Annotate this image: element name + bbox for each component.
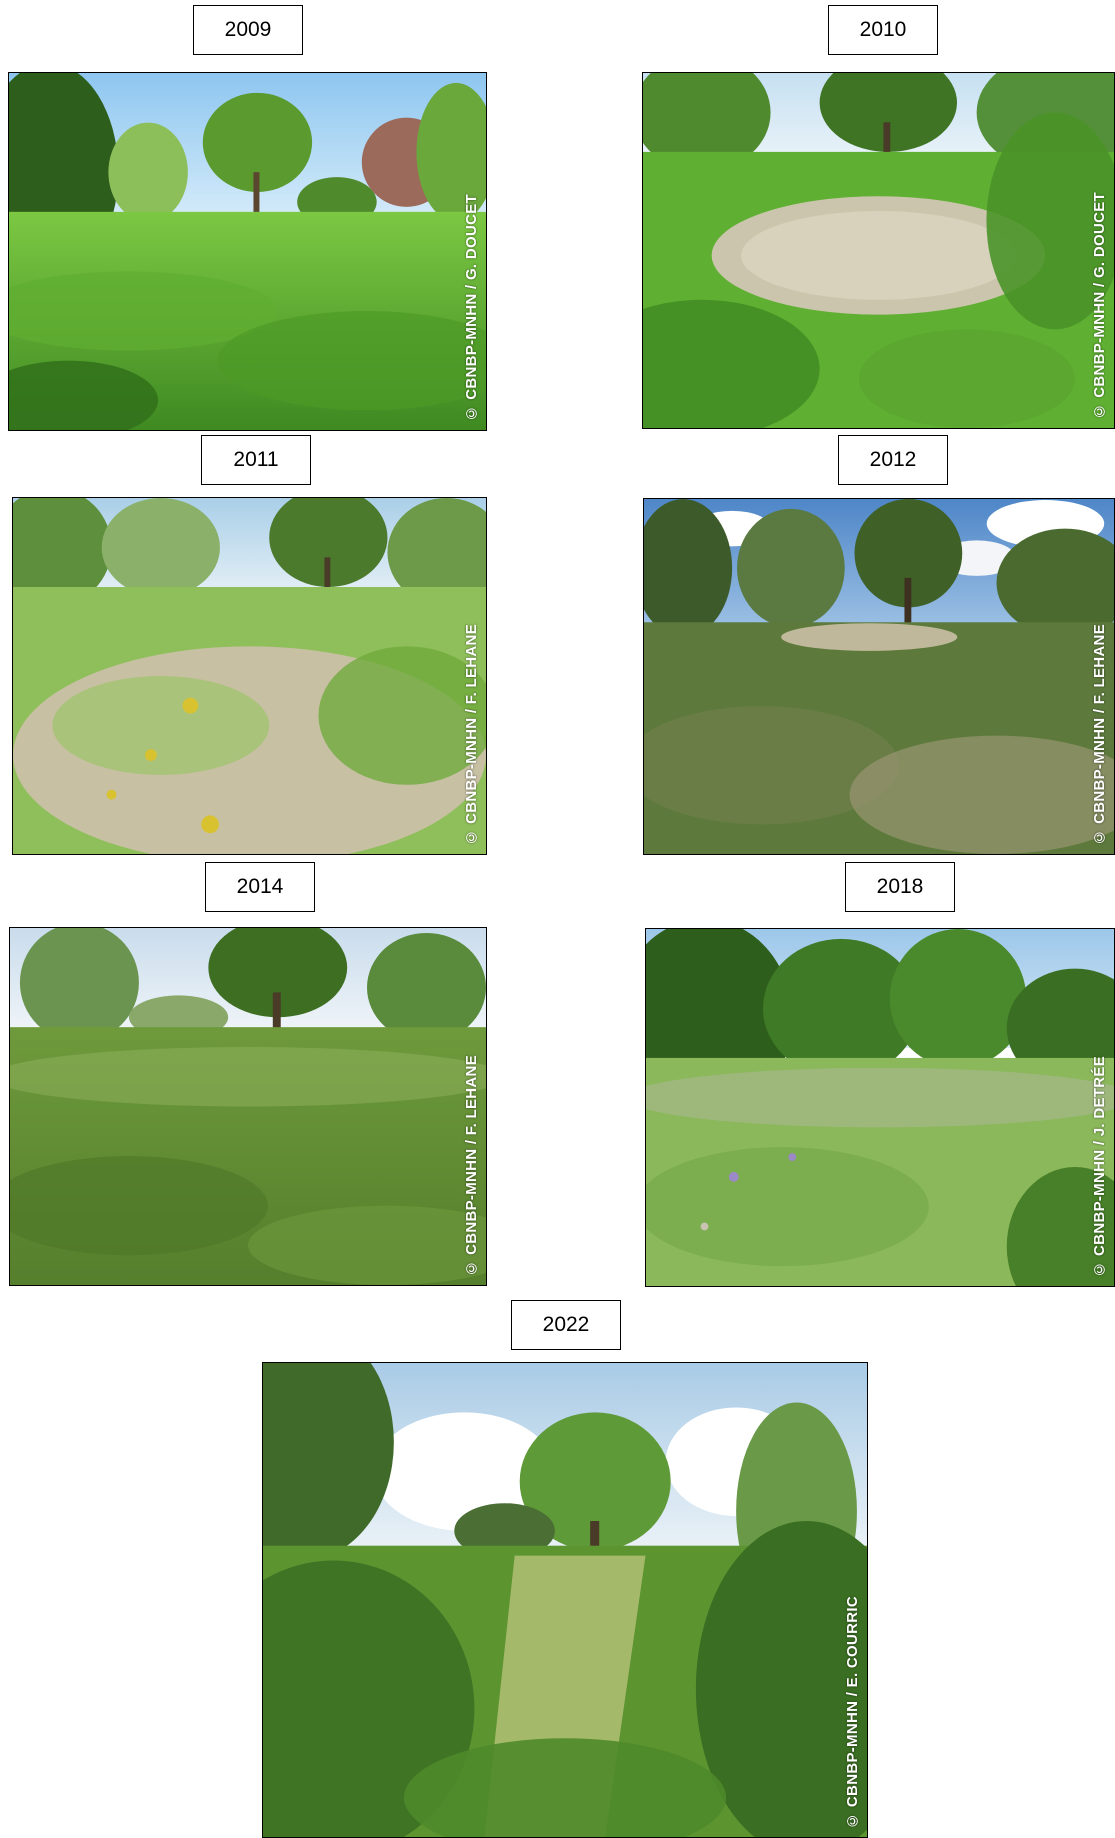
photo-2010: © CBNBP-MNHN / G. DOUCET <box>642 72 1115 429</box>
landscape-image <box>646 929 1114 1286</box>
photo-credit: © CBNBP-MNHN / E. COURRIC <box>844 1596 861 1829</box>
year-label-2010: 2010 <box>828 5 938 55</box>
year-label-2011: 2011 <box>201 435 311 485</box>
year-label-2022: 2022 <box>511 1300 621 1350</box>
landscape-image <box>9 73 486 430</box>
photo-2011: © CBNBP-MNHN / F. LEHANE <box>12 497 487 855</box>
landscape-image <box>263 1363 867 1837</box>
landscape-image <box>644 499 1114 854</box>
photo-credit: © CBNBP-MNHN / J. DETRÉE <box>1091 1056 1108 1278</box>
landscape-image <box>10 928 486 1285</box>
year-label-2009: 2009 <box>193 5 303 55</box>
photo-2018: © CBNBP-MNHN / J. DETRÉE <box>645 928 1115 1287</box>
year-label-2012: 2012 <box>838 435 948 485</box>
landscape-image <box>13 498 486 854</box>
photo-2012: © CBNBP-MNHN / F. LEHANE <box>643 498 1115 855</box>
photo-2014: © CBNBP-MNHN / F. LEHANE <box>9 927 487 1286</box>
photo-credit: © CBNBP-MNHN / F. LEHANE <box>463 624 480 846</box>
photo-2009: © CBNBP-MNHN / G. DOUCET <box>8 72 487 431</box>
year-label-2014: 2014 <box>205 862 315 912</box>
year-label-2018: 2018 <box>845 862 955 912</box>
photo-2022: © CBNBP-MNHN / E. COURRIC <box>262 1362 868 1838</box>
photo-credit: © CBNBP-MNHN / F. LEHANE <box>1091 624 1108 846</box>
photo-credit: © CBNBP-MNHN / G. DOUCET <box>463 194 480 422</box>
landscape-image <box>643 73 1114 428</box>
photo-credit: © CBNBP-MNHN / G. DOUCET <box>1091 192 1108 420</box>
photo-credit: © CBNBP-MNHN / F. LEHANE <box>463 1055 480 1277</box>
